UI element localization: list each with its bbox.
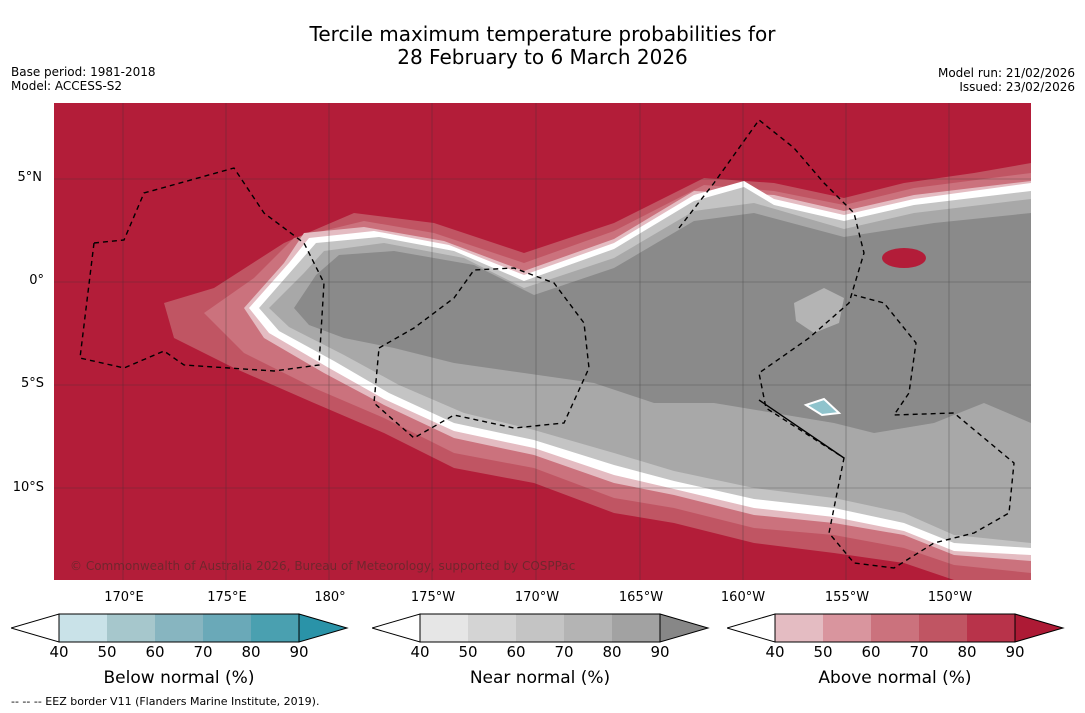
lat-label-5s: 5°S — [20, 376, 44, 391]
colorbar-above-swatch-6 — [1015, 614, 1063, 642]
lon-label-180: 180° — [314, 590, 346, 605]
map-svg — [54, 103, 1031, 580]
lat-label-5n: 5°N — [17, 170, 43, 185]
tick-near-90: 90 — [650, 643, 670, 661]
colorbar-near-swatch-4 — [564, 614, 612, 642]
meta-right: Model run: 21/02/2026 Issued: 23/02/2026 — [938, 66, 1075, 94]
tick-near-60: 60 — [506, 643, 526, 661]
colorbar-above-swatch-3 — [871, 614, 919, 642]
probability-map[interactable] — [54, 103, 1031, 580]
colorbar-near-swatch-6 — [660, 614, 708, 642]
near-light-patch — [794, 288, 844, 333]
tick-near-50: 50 — [458, 643, 478, 661]
colorbar-below — [9, 613, 349, 647]
tick-below-40: 40 — [49, 643, 69, 661]
grid-lines — [54, 103, 1031, 580]
colorbar-below-svg — [9, 613, 349, 643]
colorbar-below-swatch-1 — [59, 614, 107, 642]
lat-label-10s: 10°S — [12, 480, 44, 495]
colorbar-above-swatch-5 — [967, 614, 1015, 642]
copyright-text: © Commonwealth of Australia 2026, Bureau… — [70, 559, 576, 573]
colorbar-below-swatch-2 — [107, 614, 155, 642]
issued-text: Issued: 23/02/2026 — [959, 80, 1075, 94]
lon-label-160w: 160°W — [720, 590, 766, 605]
below-normal-spot — [803, 397, 842, 417]
lon-label-155w: 155°W — [824, 590, 870, 605]
colorbar-below-swatch-4 — [203, 614, 251, 642]
tick-above-50: 50 — [813, 643, 833, 661]
tick-below-50: 50 — [97, 643, 117, 661]
colorbar-above-swatch-4 — [919, 614, 967, 642]
tick-above-60: 60 — [861, 643, 881, 661]
colorbar-below-swatch-3 — [155, 614, 203, 642]
tick-below-70: 70 — [193, 643, 213, 661]
tick-near-80: 80 — [602, 643, 622, 661]
lon-label-150w: 150°W — [927, 590, 973, 605]
eez-borders — [79, 118, 1015, 569]
colorbar-below-swatch-5 — [251, 614, 299, 642]
tick-above-80: 80 — [957, 643, 977, 661]
colorbar-above-swatch-0 — [725, 613, 776, 643]
tick-above-90: 90 — [1005, 643, 1025, 661]
lat-label-0: 0° — [29, 273, 44, 288]
tick-above-40: 40 — [765, 643, 785, 661]
colorbar-near-swatch-2 — [468, 614, 516, 642]
colorbar-near-swatch-5 — [612, 614, 660, 642]
colorbar-above — [725, 613, 1065, 647]
near-normal-dominant — [294, 213, 1031, 433]
colorbar-near-svg — [370, 613, 710, 643]
lon-label-175w: 175°W — [410, 590, 456, 605]
map-title-line-1: Tercile maximum temperature probabilitie… — [309, 22, 776, 46]
colorbar-near — [370, 613, 710, 647]
colorbar-near-swatch-1 — [420, 614, 468, 642]
colorbar-below-label: Below normal (%) — [103, 668, 255, 688]
model-text: Model: ACCESS-S2 — [11, 79, 123, 93]
tick-near-40: 40 — [410, 643, 430, 661]
colorbar-above-swatch-2 — [823, 614, 871, 642]
lon-label-175e: 175°E — [207, 590, 247, 605]
map-title-line-2: 28 February to 6 March 2026 — [397, 45, 688, 69]
colorbar-above-swatch-1 — [775, 614, 823, 642]
tick-above-70: 70 — [909, 643, 929, 661]
lon-label-170e: 170°E — [104, 590, 144, 605]
tick-below-90: 90 — [289, 643, 309, 661]
tick-below-60: 60 — [145, 643, 165, 661]
colorbar-below-swatch-6 — [299, 614, 347, 642]
colorbar-near-swatch-3 — [516, 614, 564, 642]
tick-below-80: 80 — [241, 643, 261, 661]
eez-legend-footer: -- -- -- EEZ border V11 (Flanders Marine… — [11, 695, 320, 708]
colorbar-above-label: Above normal (%) — [818, 668, 972, 688]
lon-label-165w: 165°W — [618, 590, 664, 605]
border-solid — [758, 399, 845, 459]
model-run-text: Model run: 21/02/2026 — [937, 66, 1075, 80]
above-patch — [882, 248, 926, 268]
colorbar-below-swatch-0 — [9, 613, 60, 643]
base-period-text: Base period: 1981-2018 — [11, 65, 156, 79]
colorbar-above-svg — [725, 613, 1065, 643]
lon-label-170w: 170°W — [514, 590, 560, 605]
tick-near-70: 70 — [554, 643, 574, 661]
colorbar-near-swatch-0 — [370, 613, 421, 643]
colorbar-near-label: Near normal (%) — [469, 668, 611, 688]
meta-left: Base period: 1981-2018 Model: ACCESS-S2 — [11, 65, 156, 93]
